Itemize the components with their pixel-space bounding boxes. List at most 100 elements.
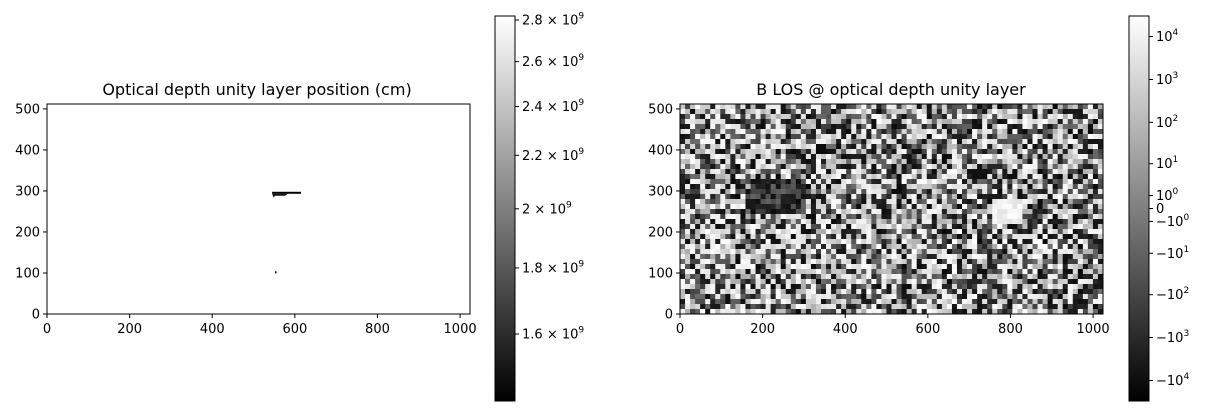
field-cell [1022,124,1028,130]
field-cell [775,169,782,175]
field-cell [916,199,923,205]
field-cell [987,169,993,175]
field-cell [1097,189,1104,195]
field-cell [740,239,746,245]
field-cell [1007,104,1013,110]
field-cell [790,159,797,165]
field-cell [926,224,933,230]
field-cell [1027,304,1033,310]
field-cell [1072,104,1079,110]
field-cell [1057,274,1064,280]
field-cell [690,289,696,295]
field-cell [1072,139,1079,145]
field-cell [987,264,993,270]
field-cell [871,129,877,135]
field-cell [790,139,797,145]
field-cell [846,259,852,265]
field-cell [690,164,696,170]
field-cell [846,219,852,225]
field-cell [1057,154,1064,160]
field-cell [911,254,918,260]
field-cell [1097,169,1104,175]
field-cell [810,149,817,155]
field-cell [911,224,918,230]
field-cell [720,194,726,200]
field-cell [765,109,772,115]
field-cell [815,284,822,290]
field-cell [992,279,998,285]
field-cell [856,109,862,115]
field-cell [921,129,928,135]
field-cell [921,294,928,300]
field-cell [770,204,777,210]
field-cell [841,259,847,265]
field-cell [815,209,822,215]
field-cell [967,149,973,155]
field-cell [1012,259,1018,265]
field-cell [856,179,862,185]
field-cell [700,209,706,215]
field-cell [805,129,812,135]
field-cell [725,199,731,205]
field-cell [846,139,852,145]
field-cell [715,114,721,120]
field-cell [861,194,867,200]
field-cell [956,129,963,135]
field-cell [760,219,767,225]
field-cell [972,149,978,155]
field-cell [770,269,777,275]
field-cell [982,119,988,125]
field-cell [886,184,892,190]
field-cell [921,144,928,150]
field-cell [685,204,691,210]
field-cell [871,224,877,230]
field-cell [876,209,882,215]
field-cell [1032,169,1038,175]
colorbar-tick-label: −104 [1156,372,1189,389]
field-cell [775,244,782,250]
field-cell [760,269,767,275]
field-cell [891,164,897,170]
field-cell [946,249,953,255]
field-cell [700,254,706,260]
field-cell [805,164,812,170]
field-cell [690,199,696,205]
field-cell [795,289,802,295]
field-cell [871,119,877,125]
field-cell [1097,284,1104,290]
field-cell [735,224,741,230]
field-cell [1047,204,1054,210]
field-cell [992,294,998,300]
field-cell [1082,204,1089,210]
field-cell [800,214,807,220]
field-cell [750,174,756,180]
field-cell [715,299,721,305]
field-cell [997,139,1003,145]
field-cell [775,129,782,135]
field-cell [805,204,812,210]
field-cell [1047,109,1054,115]
field-cell [821,254,827,260]
field-cell [765,209,772,215]
field-cell [805,149,812,155]
field-cell [1062,259,1069,265]
field-cell [725,249,731,255]
field-cell [720,214,726,220]
field-cell [1072,124,1079,130]
field-cell [962,129,968,135]
field-cell [700,124,706,130]
field-cell [770,214,777,220]
field-cell [972,179,978,185]
field-cell [680,119,686,125]
field-cell [911,304,918,310]
field-cell [946,299,953,305]
field-cell [685,234,691,240]
field-cell [956,244,963,250]
field-cell [725,189,731,195]
field-cell [800,119,807,125]
field-cell [750,234,756,240]
field-cell [841,119,847,125]
field-cell [876,164,882,170]
field-cell [881,184,887,190]
field-cell [695,304,701,310]
